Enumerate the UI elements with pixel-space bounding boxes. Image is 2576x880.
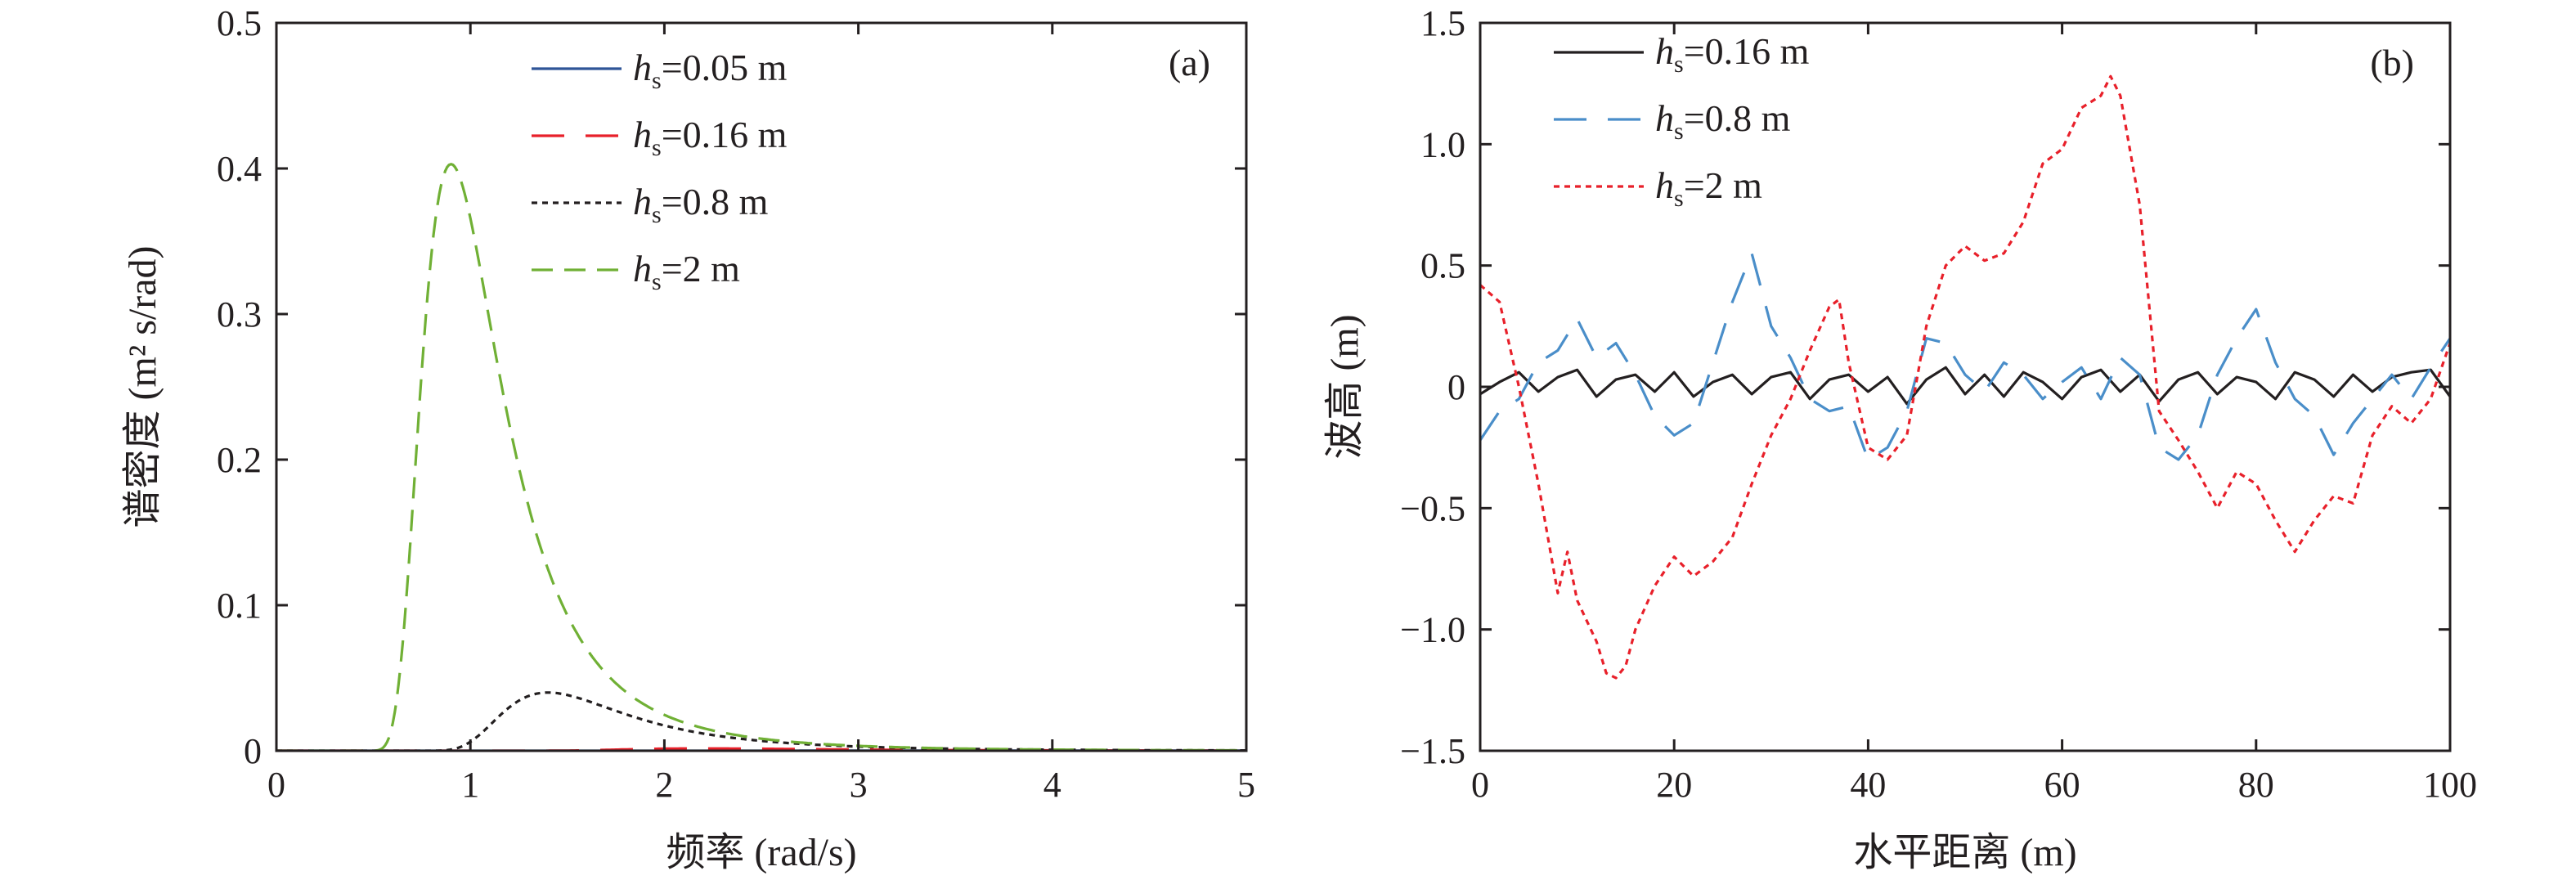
series-line-0	[1480, 366, 2450, 406]
x-tick-label: 3	[850, 765, 868, 805]
y-tick-label: 0	[244, 731, 262, 771]
y-tick-label: 1.5	[1420, 3, 1465, 43]
panel-a-label: (a)	[1169, 42, 1210, 83]
y-tick-label: 1.0	[1420, 124, 1465, 164]
legend-label-3: hs=2 m	[633, 248, 740, 295]
y-tick-label: −1.0	[1400, 610, 1465, 650]
series-line-2	[276, 691, 1246, 751]
y-tick-label: 0.5	[217, 3, 262, 43]
x-tick-label: 40	[1850, 765, 1886, 805]
series-line-3	[276, 163, 1246, 751]
panel-b-legend: hs=0.16 m hs=0.8 m hs=2 m	[1554, 30, 1810, 212]
x-tick-label: 0	[267, 765, 285, 805]
y-tick-label: 0.5	[1420, 246, 1465, 286]
panel-b-series-group	[1480, 74, 2450, 680]
x-tick-label: 60	[2044, 765, 2080, 805]
y-tick-label: −1.5	[1400, 731, 1465, 771]
panel-a-ticks	[275, 21, 1248, 752]
series-line-2	[1480, 74, 2450, 680]
legend-label-1: hs=0.16 m	[633, 114, 788, 161]
panel-b-ticks	[1479, 21, 2452, 752]
x-tick-label: 100	[2423, 765, 2477, 805]
panel-b-tick-labels: 0 20 40 60 80 100 −1.5 −1.0 −0.5 0 0.5 1.0 1.5	[1400, 3, 2477, 805]
panel-b-y-axis-title: 波高 (m)	[1323, 314, 1367, 459]
x-tick-label: 4	[1043, 765, 1061, 805]
legend-label-2: hs=2 m	[1655, 164, 1762, 212]
x-tick-label: 2	[655, 765, 673, 805]
y-tick-label: 0.3	[217, 294, 262, 334]
panel-a-y-axis-title: 谱密度 (m² s/rad)	[121, 245, 164, 528]
panel-a-plot-frame	[275, 21, 1248, 752]
panel-b-x-axis-title: 水平距离 (m)	[1853, 831, 2076, 874]
panel-a-legend: hs=0.05 m hs=0.16 m hs=0.8 m hs=2 m	[532, 47, 788, 295]
y-tick-label: 0.1	[217, 586, 262, 626]
panel-b-wave-height-chart: 0 20 40 60 80 100 −1.5 −1.0 −0.5 0 0.5 1.0 1.5 (b) 水…	[1323, 3, 2477, 874]
series-line-1	[1480, 252, 2450, 461]
y-tick-label: −0.5	[1400, 488, 1465, 528]
legend-label-2: hs=0.8 m	[633, 181, 769, 228]
legend-label-0: hs=0.16 m	[1655, 30, 1810, 78]
panel-b-plot-frame	[1479, 21, 2452, 752]
x-tick-label: 20	[1656, 765, 1692, 805]
panel-a-series-group	[276, 163, 1246, 751]
y-tick-label: 0.2	[217, 440, 262, 480]
x-tick-label: 80	[2238, 765, 2274, 805]
x-tick-label: 1	[461, 765, 479, 805]
y-tick-label: 0	[1447, 367, 1465, 407]
y-tick-label: 0.4	[217, 149, 262, 189]
panel-b-label: (b)	[2370, 42, 2414, 83]
panel-a-x-axis-title: 频率 (rad/s)	[666, 831, 856, 874]
panel-a-tick-labels: 0 1 2 3 4 5 0 0.1 0.2 0.3 0.4 0.5	[217, 3, 1255, 805]
legend-label-0: hs=0.05 m	[633, 47, 788, 94]
legend-label-1: hs=0.8 m	[1655, 97, 1791, 145]
x-tick-label: 5	[1237, 765, 1255, 805]
panel-a-spectral-density-chart: 0 1 2 3 4 5 0 0.1 0.2 0.3 0.4 0.5 (a) 频率 (rad/s) 谱密…	[121, 3, 1255, 874]
x-tick-label: 0	[1471, 765, 1489, 805]
